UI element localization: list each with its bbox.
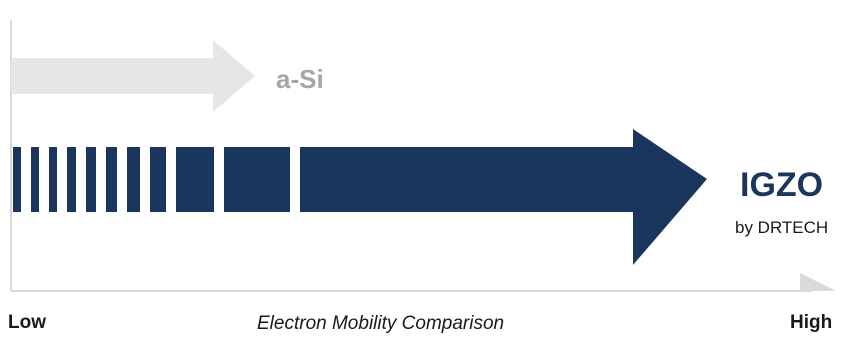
axis-low-label: Low — [8, 312, 46, 333]
igzo-stripe — [224, 147, 290, 212]
axis-caption: Electron Mobility Comparison — [257, 313, 505, 334]
igzo-stripe — [31, 147, 39, 212]
igzo-arrow-body — [300, 129, 707, 265]
x-axis-arrowhead — [800, 273, 836, 291]
asi-arrow — [11, 40, 255, 112]
igzo-stripe — [150, 147, 166, 212]
igzo-label: IGZO — [740, 166, 824, 204]
igzo-stripe — [86, 147, 96, 212]
igzo-stripe — [67, 147, 76, 212]
igzo-stripe — [49, 147, 57, 212]
igzo-stripe — [106, 147, 117, 212]
igzo-stripe — [176, 147, 214, 212]
igzo-stripe — [13, 147, 21, 212]
igzo-arrow — [13, 129, 707, 265]
asi-label: a-Si — [276, 64, 324, 94]
igzo-stripe — [127, 147, 140, 212]
igzo-sublabel: by DRTECH — [735, 218, 829, 237]
axis-high-label: High — [790, 312, 833, 333]
